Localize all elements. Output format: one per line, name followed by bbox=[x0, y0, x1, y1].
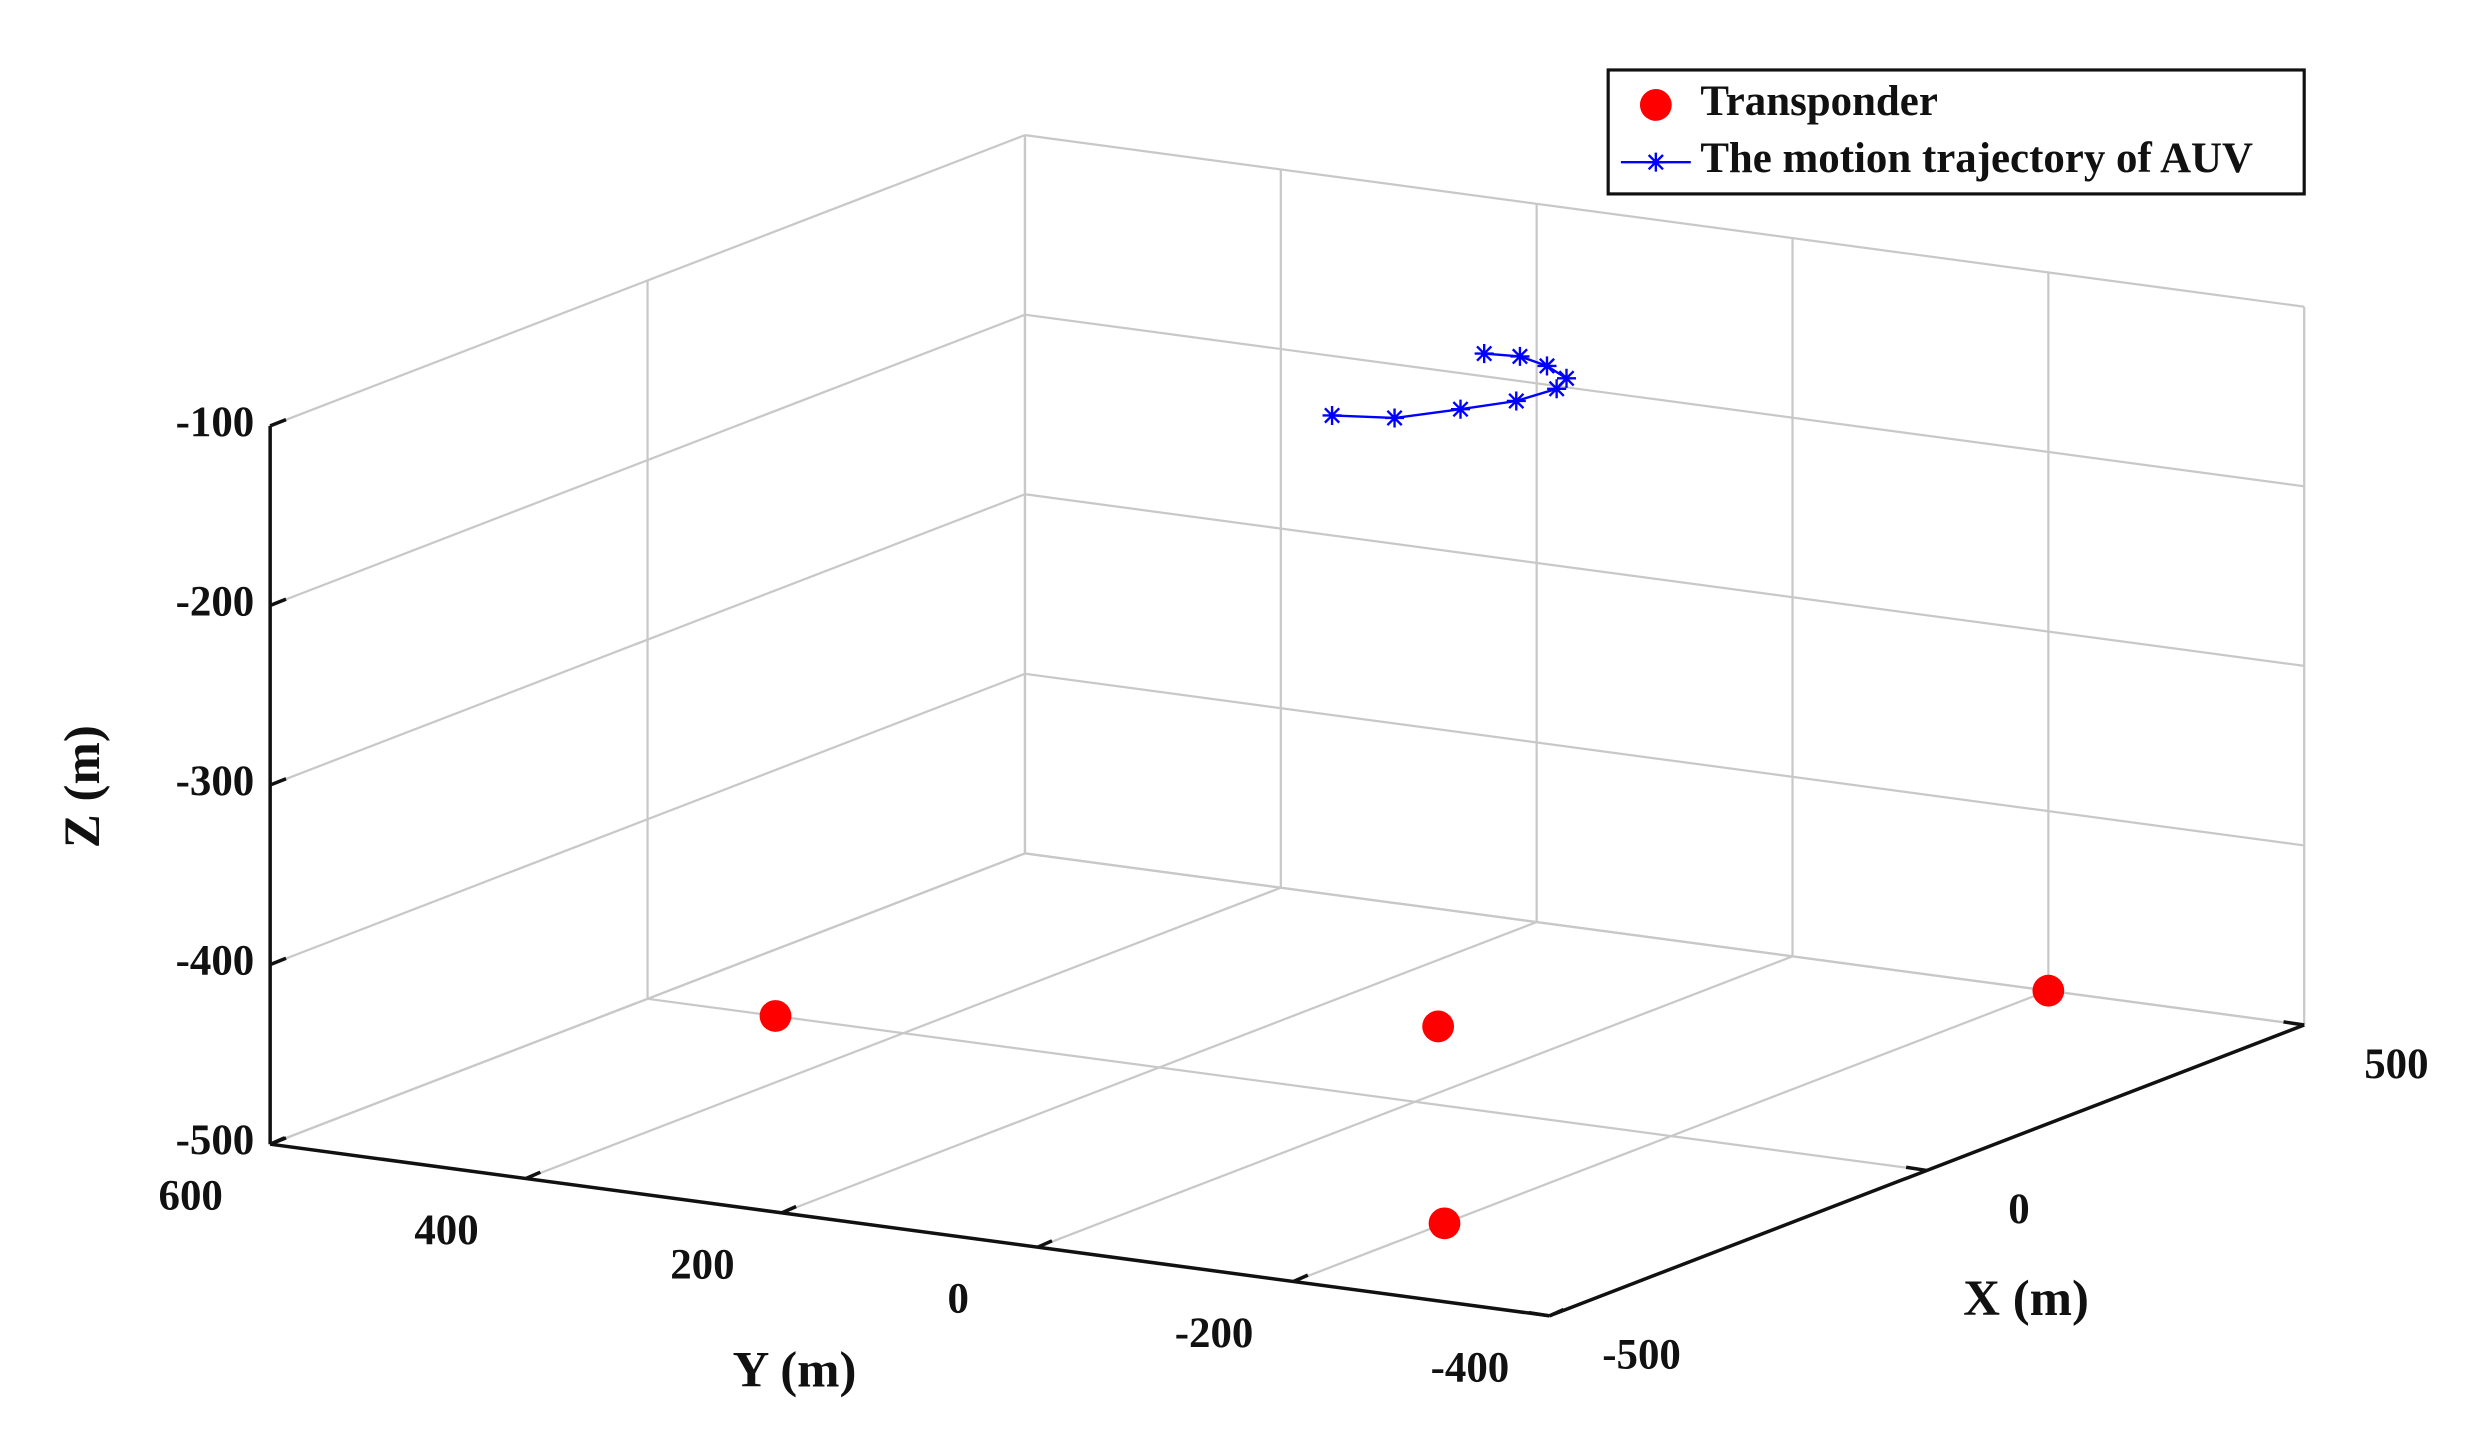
x-tick bbox=[1528, 1310, 1550, 1318]
trajectory-point bbox=[1510, 346, 1530, 366]
z-tick bbox=[269, 417, 287, 428]
transponder-point bbox=[759, 1000, 792, 1032]
transponder-point bbox=[1422, 1010, 1455, 1043]
z-tick bbox=[269, 597, 287, 608]
y-tick-label: -200 bbox=[1175, 1310, 1254, 1357]
trajectory-point bbox=[1537, 356, 1557, 376]
grid-line bbox=[781, 921, 1538, 1214]
y-tick-label: 400 bbox=[414, 1207, 478, 1254]
trajectory-point bbox=[1556, 368, 1577, 388]
y-tick-label: 0 bbox=[948, 1276, 969, 1323]
z-tick-label: -500 bbox=[176, 1117, 255, 1164]
grid-line bbox=[525, 886, 1282, 1180]
x-tick-label: -500 bbox=[1602, 1332, 1681, 1379]
grid-line bbox=[647, 997, 1927, 1172]
x-tick-label: 0 bbox=[2008, 1186, 2029, 1233]
y-tick bbox=[525, 1170, 542, 1181]
grid-line bbox=[1024, 493, 2305, 667]
grid-line bbox=[269, 852, 1026, 1146]
legend-box bbox=[1606, 68, 2306, 196]
y-tick bbox=[269, 1136, 286, 1146]
z-tick bbox=[269, 956, 287, 967]
grid-line bbox=[1024, 134, 2305, 308]
series bbox=[759, 974, 2065, 1240]
legend-marker bbox=[1646, 152, 1666, 172]
z-tick-label: -200 bbox=[176, 578, 255, 625]
transponder-point bbox=[1428, 1207, 1461, 1240]
grid-line bbox=[1037, 955, 1793, 1249]
x-axis-label: X (m) bbox=[1963, 1270, 2089, 1326]
z-axis-label: Z (m) bbox=[54, 725, 110, 848]
y-tick bbox=[1292, 1273, 1309, 1284]
trajectory-point bbox=[1474, 344, 1494, 364]
x-tick bbox=[1905, 1165, 1928, 1173]
z-tick-label: -100 bbox=[176, 399, 255, 446]
legend-label: The motion trajectory of AUV bbox=[1700, 135, 2253, 182]
legend-marker bbox=[1639, 89, 1672, 121]
y-tick-label: -400 bbox=[1431, 1344, 1510, 1391]
transponder-point bbox=[2032, 974, 2065, 1007]
y-tick-label: 600 bbox=[159, 1173, 223, 1220]
z-tick bbox=[269, 777, 287, 787]
y-tick bbox=[1548, 1307, 1565, 1318]
z-tick-label: -300 bbox=[176, 758, 255, 805]
trajectory-line bbox=[1332, 352, 1569, 420]
grid-line bbox=[1024, 852, 2305, 1027]
trajectory-point bbox=[1385, 408, 1405, 428]
series bbox=[1322, 344, 1577, 428]
y-tick bbox=[1036, 1239, 1053, 1249]
grid-line bbox=[1024, 672, 2305, 847]
trajectory-point bbox=[1547, 379, 1567, 399]
trajectory-point bbox=[1506, 391, 1526, 411]
trajectory-point bbox=[1322, 405, 1342, 426]
x-tick bbox=[2283, 1020, 2305, 1027]
grid-line bbox=[1293, 989, 2049, 1283]
grid-line bbox=[1024, 313, 2305, 488]
y-axis bbox=[269, 1142, 1550, 1318]
trajectory-point bbox=[1450, 399, 1471, 419]
legend-label: Transponder bbox=[1700, 78, 1938, 125]
z-tick-label: -400 bbox=[176, 937, 255, 984]
y-axis-label: Y (m) bbox=[733, 1341, 857, 1397]
x-tick-label: 500 bbox=[2364, 1041, 2428, 1088]
y-tick bbox=[781, 1204, 797, 1215]
y-tick-label: 200 bbox=[670, 1241, 734, 1288]
